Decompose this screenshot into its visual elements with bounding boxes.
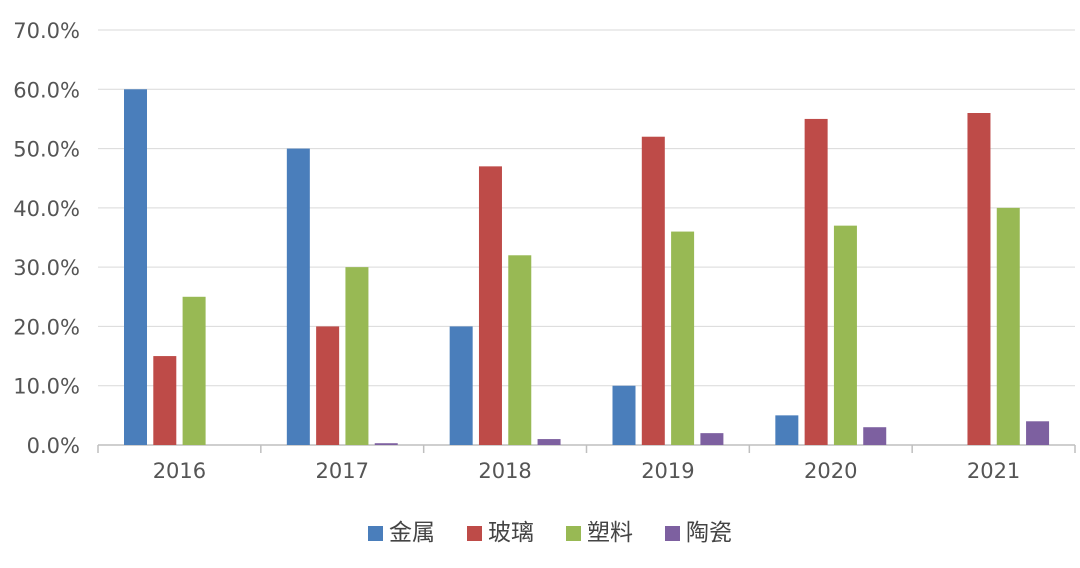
x-tick-label: 2020 [804, 459, 857, 483]
bar [641, 136, 665, 445]
bar [153, 356, 177, 445]
bar [775, 415, 799, 445]
bar [671, 231, 695, 445]
bar [478, 166, 502, 445]
x-tick-label: 2018 [478, 459, 531, 483]
gridlines [98, 29, 1075, 387]
bar [508, 255, 532, 445]
bar [537, 439, 561, 445]
bar [804, 118, 828, 445]
x-tick-label: 2021 [967, 459, 1020, 483]
bar [863, 427, 887, 445]
bar [700, 433, 724, 445]
bars [124, 89, 1050, 446]
legend-swatch [566, 526, 581, 541]
legend-label: 金属 [389, 520, 435, 546]
y-tick-label: 40.0% [13, 197, 80, 221]
bar [612, 385, 636, 445]
y-tick-label: 50.0% [13, 138, 80, 162]
legend-swatch [368, 526, 383, 541]
bar [124, 89, 147, 446]
axes: 0.0% 10.0% 20.0% 30.0% 40.0% 50.0% 60.0% 70.0% 2… [13, 19, 1076, 483]
y-tick-label: 70.0% [13, 19, 80, 43]
bar [374, 443, 398, 445]
y-tick-label: 60.0% [13, 78, 80, 102]
y-tick-label: 30.0% [13, 256, 80, 280]
legend-label: 塑料 [587, 520, 633, 546]
legend-swatch [665, 526, 680, 541]
legend-swatch [467, 526, 482, 541]
y-tick-label: 10.0% [13, 375, 80, 399]
bar [1026, 421, 1050, 445]
bar [449, 326, 473, 445]
bar [286, 148, 310, 446]
bar [345, 267, 369, 445]
bar [996, 207, 1020, 445]
bar [316, 326, 340, 445]
x-tick-label: 2019 [641, 459, 694, 483]
legend-label: 陶瓷 [686, 520, 732, 546]
bar [182, 296, 206, 445]
bar [967, 113, 991, 445]
legend-label: 玻璃 [488, 520, 534, 546]
legend: 金属 玻璃 塑料 陶瓷 [368, 520, 732, 546]
x-tick-label: 2016 [153, 459, 206, 483]
bar [833, 225, 857, 445]
y-tick-label: 20.0% [13, 315, 80, 339]
y-tick-label: 0.0% [27, 434, 80, 458]
x-tick-label: 2017 [316, 459, 369, 483]
